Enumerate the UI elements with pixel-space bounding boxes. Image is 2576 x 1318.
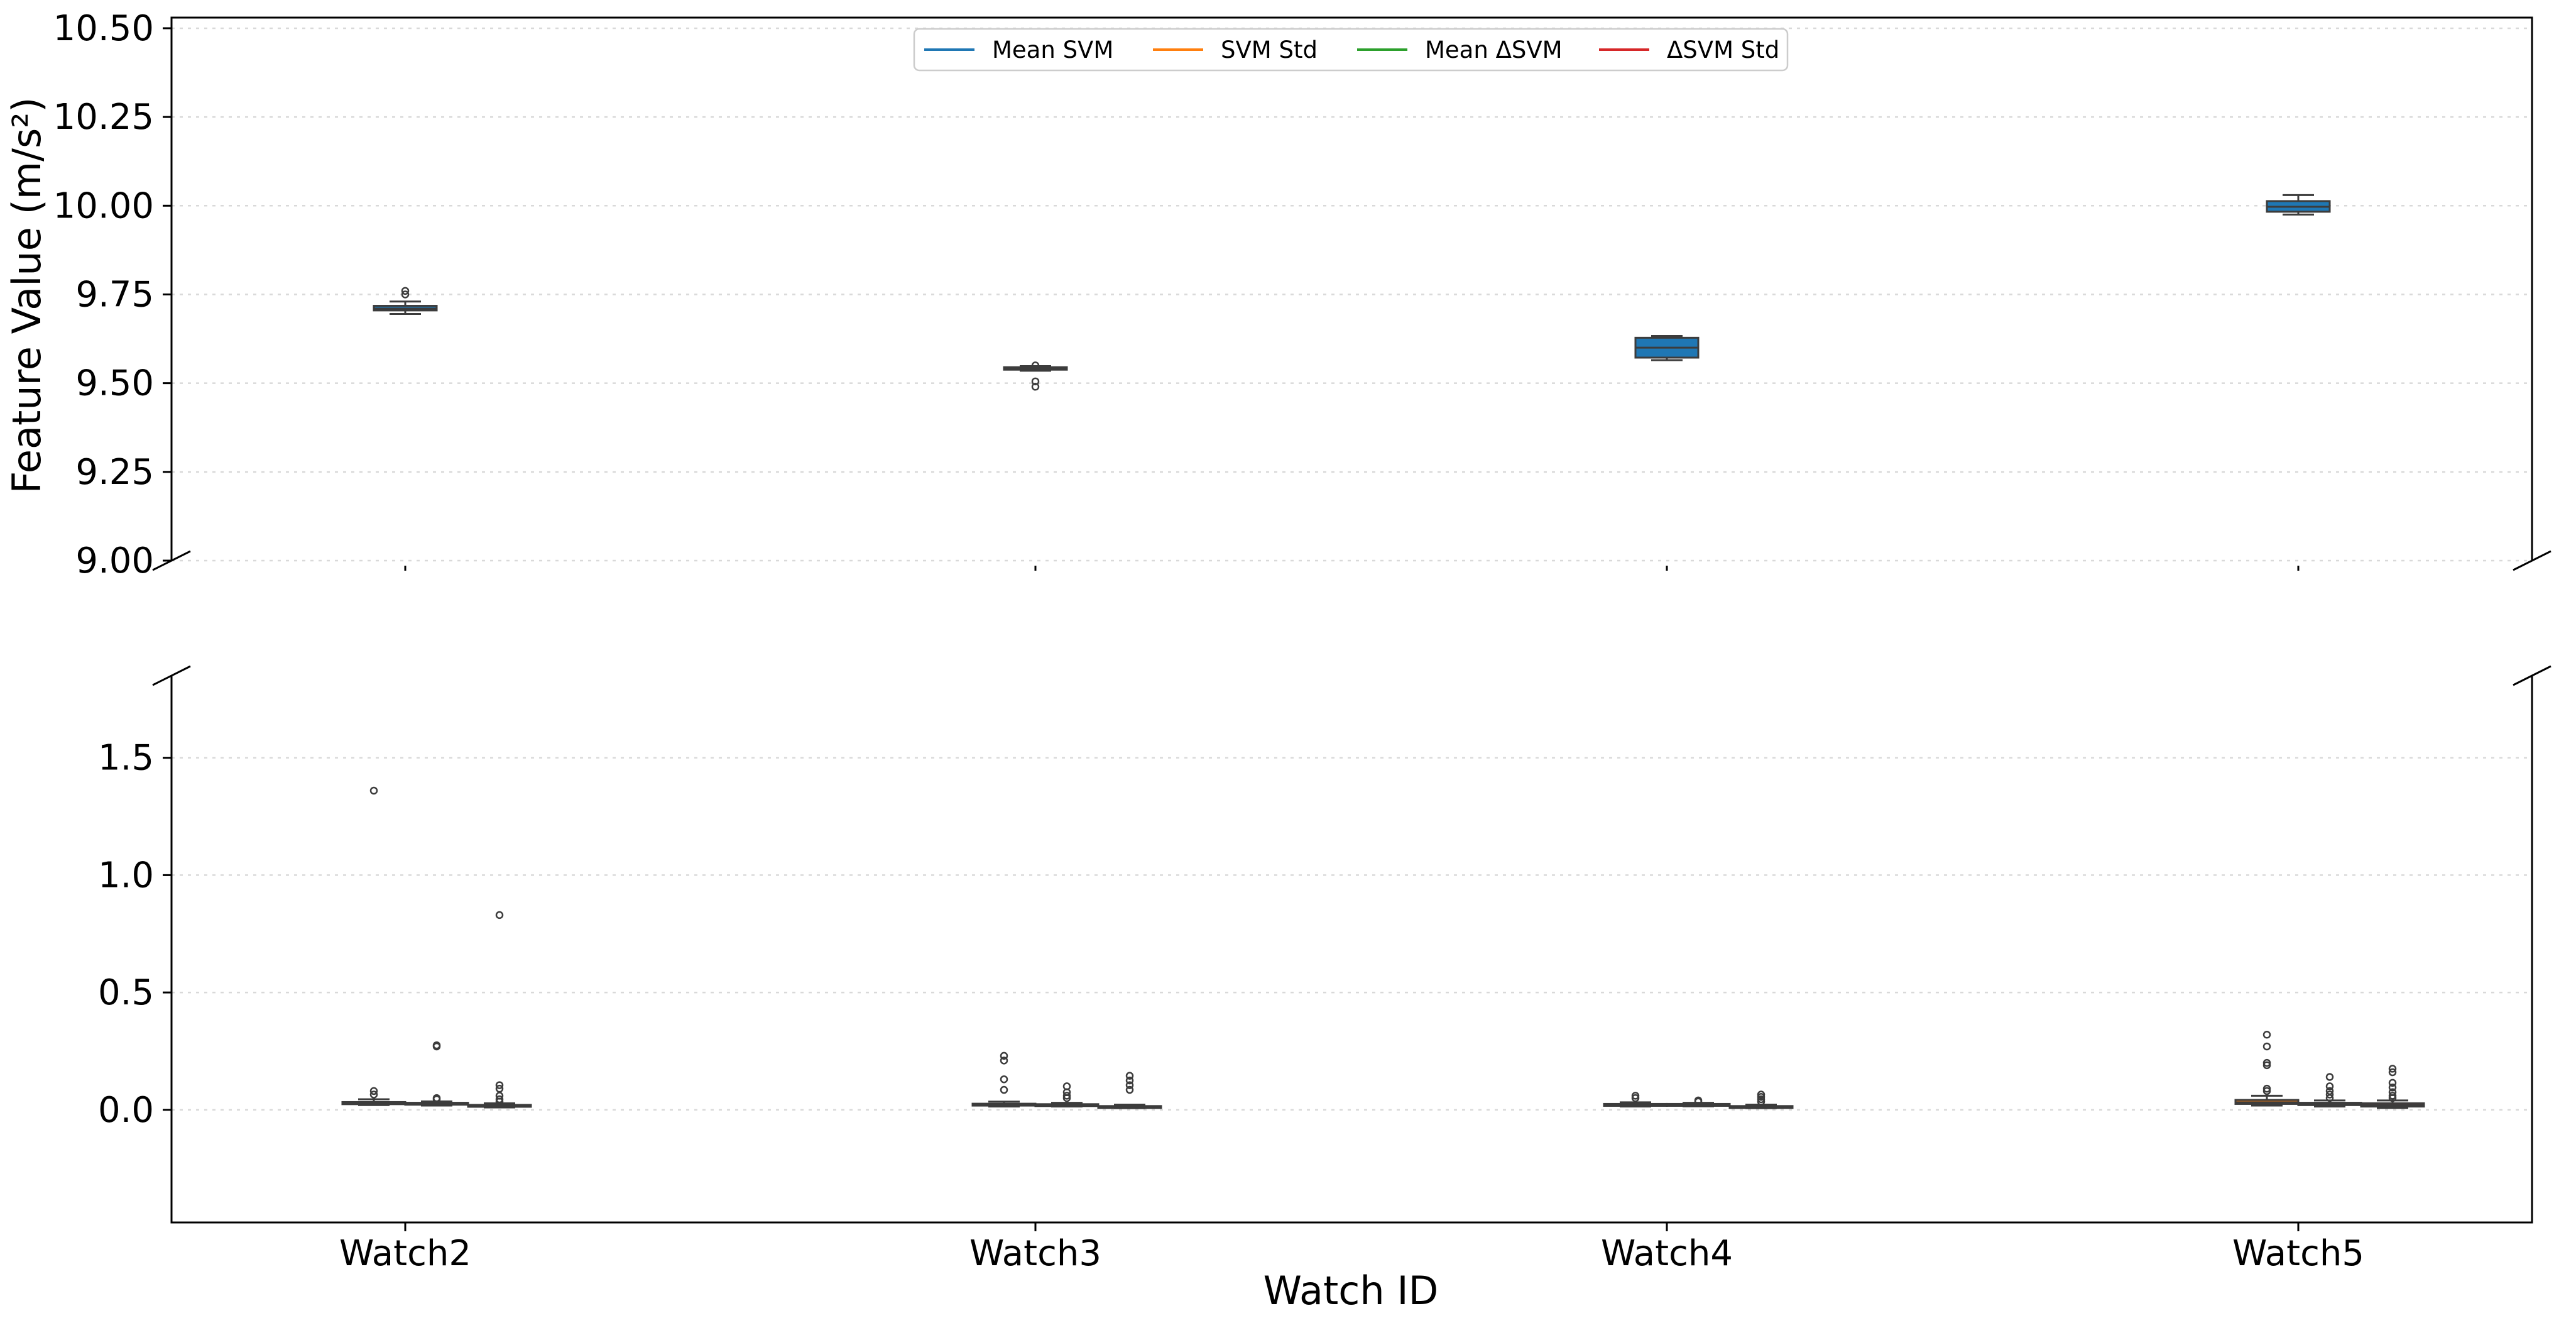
outlier-point [1631, 1092, 1640, 1100]
box-svmstd-watch5 [2234, 1031, 2300, 1107]
outlier-point [1757, 1097, 1766, 1106]
legend-label: ΔSVM Std [1667, 36, 1779, 63]
box-svmstd-watch2 [341, 786, 407, 1106]
outlier-point [2262, 1031, 2271, 1039]
outlier-point [1125, 1081, 1134, 1089]
outlier-point [1031, 377, 1040, 386]
outlier-point [2325, 1082, 2334, 1090]
outlier-point [1125, 1076, 1134, 1085]
outlier-point [495, 1081, 504, 1089]
upper-y-tick-label: 9.25 [75, 452, 154, 493]
plot-area [341, 194, 2425, 1109]
box-meansvm-watch2 [404, 1041, 469, 1107]
legend: Mean SVM SVM Std Mean ΔSVM ΔSVM Std [913, 28, 1789, 72]
outlier-point [1031, 383, 1040, 391]
lower-y-tick-label: 1.0 [98, 855, 154, 896]
box-meansvm-watch3 [1003, 361, 1068, 391]
lower-y-tick-label: 1.5 [98, 738, 154, 779]
outlier-point [2262, 1061, 2271, 1070]
outlier-point [1125, 1072, 1134, 1080]
box-meansvm-watch5 [2266, 194, 2331, 216]
gridlines [172, 27, 2532, 1111]
x-axis-label: Watch ID [1263, 1268, 1439, 1314]
axes: 9.00 9.25 9.50 9.75 10.00 10.25 10.50 0.0 0.5 1.0… [53, 8, 2551, 1274]
x-tick-label: Watch5 [2232, 1233, 2364, 1274]
upper-y-tick-label: 9.50 [75, 363, 154, 404]
axis-break-mark [152, 550, 191, 571]
outlier-point [1125, 1085, 1134, 1094]
box-meansvm-watch5 [2297, 1073, 2362, 1108]
upper-y-tick-label: 10.25 [53, 97, 154, 138]
outlier-point [369, 786, 378, 795]
outlier-point [2388, 1068, 2397, 1077]
outlier-point [1694, 1097, 1703, 1106]
axis-break-mark [2513, 550, 2551, 571]
outlier-point [369, 1090, 378, 1099]
axis-break-mark [152, 665, 191, 686]
outlier-point [2262, 1087, 2271, 1096]
outlier-point [495, 911, 504, 920]
outlier-point [495, 1097, 504, 1106]
box-svmstd-watch3 [971, 1052, 1037, 1108]
box-svmstd-watch5 [2360, 1065, 2425, 1109]
legend-label: SVM Std [1221, 36, 1318, 63]
outlier-point [2388, 1084, 2397, 1092]
outlier-point [1000, 1075, 1008, 1084]
outlier-point [2388, 1094, 2397, 1102]
outlier-point [1062, 1094, 1071, 1102]
outlier-point [1031, 361, 1040, 370]
legend-label: Mean ΔSVM [1425, 36, 1563, 63]
box-meansvm-watch2 [373, 287, 438, 316]
box-svmstd-watch4 [1728, 1090, 1794, 1109]
outlier-point [1000, 1057, 1008, 1065]
x-tick-label: Watch2 [339, 1233, 471, 1274]
outlier-point [2388, 1079, 2397, 1087]
outlier-point [432, 1042, 441, 1051]
box-svmstd-watch3 [1097, 1072, 1162, 1109]
upper-panel-frame [170, 16, 2533, 561]
outlier-point [2325, 1073, 2334, 1081]
outlier-point [1000, 1085, 1008, 1094]
outlier-point [432, 1095, 441, 1104]
box-meansvm-watch4 [1666, 1096, 1731, 1107]
box-meansvm-watch3 [1034, 1082, 1100, 1108]
y-axis-label: Feature Value (m/s²) [4, 97, 50, 494]
legend-frame [913, 28, 1789, 72]
outlier-point [2388, 1065, 2397, 1073]
outlier-point [401, 287, 410, 295]
lower-panel-frame [170, 676, 2533, 1224]
outlier-point [369, 1087, 378, 1096]
outlier-point [2325, 1090, 2334, 1099]
x-tick-label: Watch4 [1601, 1233, 1733, 1274]
outlier-point [401, 290, 410, 299]
legend-label: Mean SVM [992, 36, 1113, 63]
outlier-point [2262, 1042, 2271, 1051]
box-svmstd-watch2 [467, 911, 532, 1109]
box-meansvm-watch4 [1634, 335, 1700, 361]
upper-y-tick-label: 10.00 [53, 185, 154, 226]
outlier-point [1000, 1052, 1008, 1060]
lower-y-tick-label: 0.0 [98, 1090, 154, 1131]
lower-y-tick-label: 0.5 [98, 972, 154, 1013]
axis-break-mark [2513, 665, 2551, 686]
upper-y-tick-label: 10.50 [53, 8, 154, 49]
upper-y-tick-label: 9.75 [75, 274, 154, 315]
outlier-point [2325, 1094, 2334, 1102]
x-tick-label: Watch3 [969, 1233, 1101, 1274]
upper-y-tick-label: 9.00 [75, 541, 154, 581]
box-svmstd-watch4 [1603, 1092, 1668, 1108]
